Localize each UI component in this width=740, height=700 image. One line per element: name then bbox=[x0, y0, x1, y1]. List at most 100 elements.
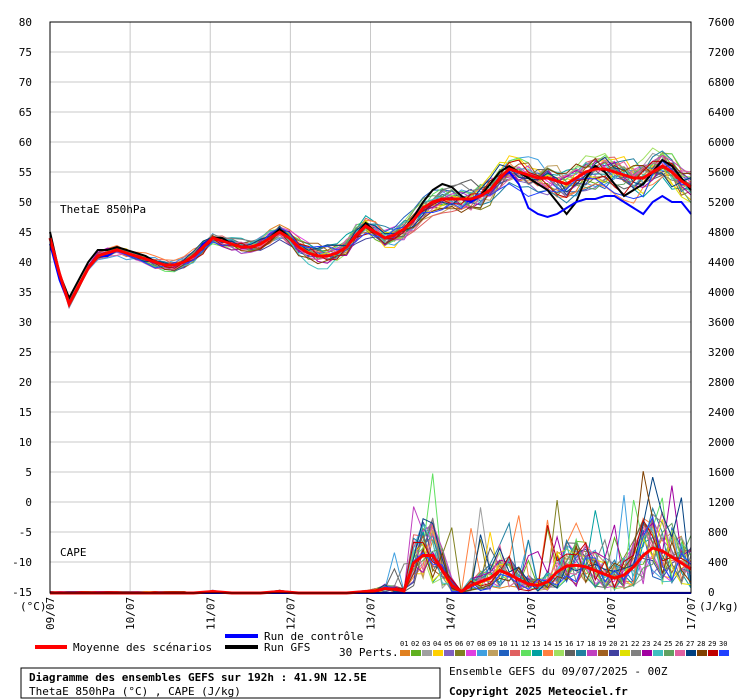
legend-mean-label: Moyenne des scénarios bbox=[73, 641, 212, 654]
member-label-14: 14 bbox=[543, 640, 551, 648]
member-label-10: 10 bbox=[499, 640, 507, 648]
cape-panel-label: CAPE bbox=[60, 546, 87, 559]
left-tick-label: 50 bbox=[19, 196, 32, 209]
right-tick-label: 6000 bbox=[708, 136, 735, 149]
member-swatch-22 bbox=[631, 650, 641, 656]
member-label-25: 25 bbox=[664, 640, 672, 648]
member-label-28: 28 bbox=[697, 640, 705, 648]
member-swatch-16 bbox=[565, 650, 575, 656]
thetae-member-28 bbox=[49, 157, 692, 308]
left-tick-label: 65 bbox=[19, 106, 32, 119]
member-swatch-07 bbox=[466, 650, 476, 656]
member-swatch-24 bbox=[653, 650, 663, 656]
member-label-27: 27 bbox=[686, 640, 694, 648]
left-tick-label: 40 bbox=[19, 256, 32, 269]
right-tick-label: 4400 bbox=[708, 256, 735, 269]
member-swatch-01 bbox=[400, 650, 410, 656]
plot-frame bbox=[49, 21, 692, 594]
member-label-06: 06 bbox=[455, 640, 463, 648]
left-tick-label: 10 bbox=[19, 436, 32, 449]
left-tick-label: 60 bbox=[19, 136, 32, 149]
member-swatch-19 bbox=[598, 650, 608, 656]
left-tick-label: 0 bbox=[25, 496, 32, 509]
legend-gfs-label: Run GFS bbox=[264, 641, 310, 654]
left-tick-label: 75 bbox=[19, 46, 32, 59]
right-tick-label: 0 bbox=[708, 586, 715, 599]
member-swatch-05 bbox=[444, 650, 454, 656]
right-tick-label: 3200 bbox=[708, 346, 735, 359]
member-label-24: 24 bbox=[653, 640, 661, 648]
member-label-13: 13 bbox=[532, 640, 540, 648]
member-swatch-17 bbox=[576, 650, 586, 656]
member-swatch-20 bbox=[609, 650, 619, 656]
member-label-04: 04 bbox=[433, 640, 441, 648]
left-tick-label: 5 bbox=[25, 466, 32, 479]
member-label-11: 11 bbox=[510, 640, 518, 648]
member-label-29: 29 bbox=[708, 640, 716, 648]
x-tick-label: 15/07 bbox=[525, 597, 538, 630]
left-tick-label: 55 bbox=[19, 166, 32, 179]
x-tick-label: 14/07 bbox=[445, 597, 458, 630]
right-tick-label: 1200 bbox=[708, 496, 735, 509]
right-tick-label: 400 bbox=[708, 556, 728, 569]
member-label-16: 16 bbox=[565, 640, 573, 648]
left-tick-label: -5 bbox=[19, 526, 32, 539]
member-label-20: 20 bbox=[609, 640, 617, 648]
x-tick-label: 12/07 bbox=[284, 597, 297, 630]
member-label-22: 22 bbox=[631, 640, 639, 648]
footer-title: Diagramme des ensembles GEFS sur 192h : … bbox=[29, 671, 367, 684]
member-swatch-21 bbox=[620, 650, 630, 656]
grid bbox=[49, 21, 692, 593]
member-label-01: 01 bbox=[400, 640, 408, 648]
member-swatch-23 bbox=[642, 650, 652, 656]
member-label-19: 19 bbox=[598, 640, 606, 648]
member-label-17: 17 bbox=[576, 640, 584, 648]
member-swatch-04 bbox=[433, 650, 443, 656]
left-tick-label: 30 bbox=[19, 316, 32, 329]
member-label-26: 26 bbox=[675, 640, 683, 648]
member-swatch-29 bbox=[708, 650, 718, 656]
member-swatch-09 bbox=[488, 650, 498, 656]
member-label-15: 15 bbox=[554, 640, 562, 648]
member-swatch-12 bbox=[521, 650, 531, 656]
right-tick-label: 7600 bbox=[708, 16, 735, 29]
member-swatch-27 bbox=[686, 650, 696, 656]
left-tick-label: 70 bbox=[19, 76, 32, 89]
right-tick-label: 6800 bbox=[708, 76, 735, 89]
right-tick-label: 5600 bbox=[708, 166, 735, 179]
x-tick-label: 10/07 bbox=[124, 597, 137, 630]
left-tick-label: 20 bbox=[19, 376, 32, 389]
member-label-05: 05 bbox=[444, 640, 452, 648]
member-swatch-25 bbox=[664, 650, 674, 656]
x-tick-label: 11/07 bbox=[204, 597, 217, 630]
left-tick-label: 45 bbox=[19, 226, 32, 239]
member-swatch-03 bbox=[422, 650, 432, 656]
right-tick-label: 1600 bbox=[708, 466, 735, 479]
member-swatch-11 bbox=[510, 650, 520, 656]
right-tick-label: 4800 bbox=[708, 226, 735, 239]
right-tick-label: 5200 bbox=[708, 196, 735, 209]
member-swatch-30 bbox=[719, 650, 729, 656]
right-tick-label: 7200 bbox=[708, 46, 735, 59]
member-swatch-28 bbox=[697, 650, 707, 656]
left-axis-unit: (°C) bbox=[20, 600, 47, 613]
left-tick-label: 80 bbox=[19, 16, 32, 29]
right-tick-label: 2800 bbox=[708, 376, 735, 389]
x-tick-label: 09/07 bbox=[44, 597, 57, 630]
member-label-12: 12 bbox=[521, 640, 529, 648]
footer-run-info: Ensemble GEFS du 09/07/2025 - 00Z bbox=[449, 665, 668, 678]
member-label-03: 03 bbox=[422, 640, 430, 648]
right-tick-label: 4000 bbox=[708, 286, 735, 299]
thetae-panel-label: ThetaE 850hPa bbox=[60, 203, 146, 216]
footer-subtitle: ThetaE 850hPa (°C) , CAPE (J/kg) bbox=[29, 685, 241, 698]
member-label-02: 02 bbox=[411, 640, 419, 648]
member-label-09: 09 bbox=[488, 640, 496, 648]
right-axis-ticks: 7600720068006400600056005200480044004000… bbox=[708, 16, 735, 599]
right-axis-unit: (J/kg) bbox=[699, 600, 739, 613]
left-tick-label: -10 bbox=[12, 556, 32, 569]
left-tick-label: 25 bbox=[19, 346, 32, 359]
member-label-30: 30 bbox=[719, 640, 727, 648]
right-tick-label: 3600 bbox=[708, 316, 735, 329]
